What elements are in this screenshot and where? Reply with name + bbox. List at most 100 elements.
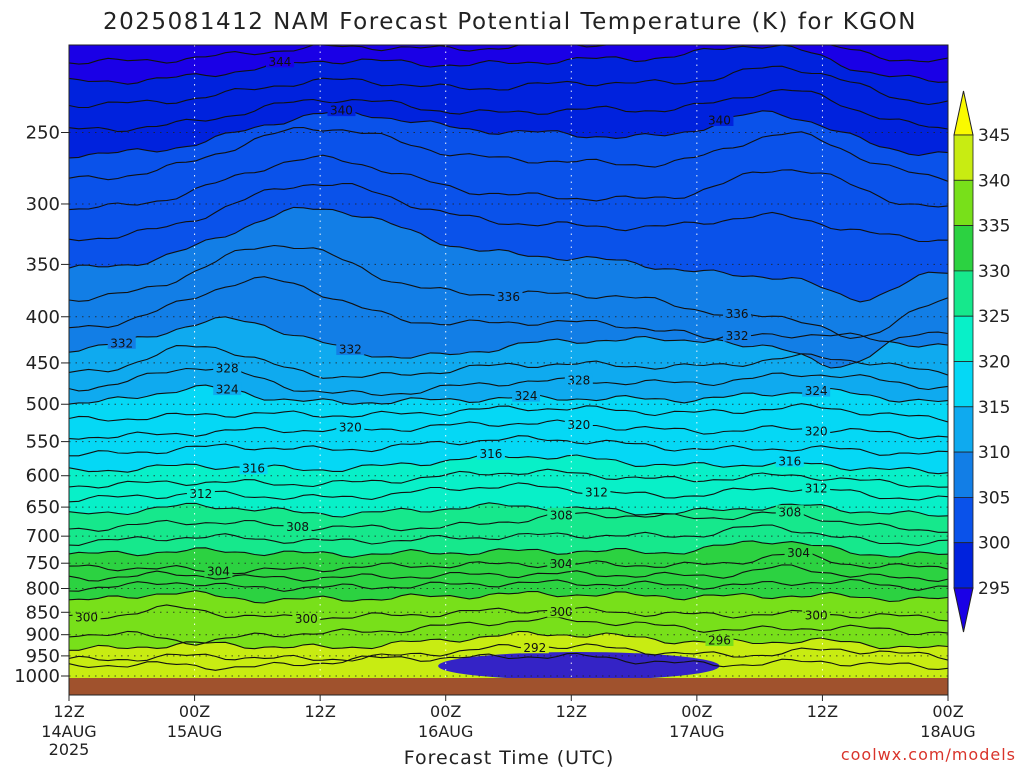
contour-line bbox=[69, 482, 948, 503]
contour-label: 316 bbox=[479, 447, 502, 461]
x-tick-time: 12Z bbox=[304, 702, 335, 721]
colorbar-label: 315 bbox=[978, 398, 1010, 418]
contour-label: 304 bbox=[207, 565, 230, 579]
colorbar-segment bbox=[953, 315, 974, 362]
contour-label-bg bbox=[283, 519, 312, 533]
y-tick-label: 600 bbox=[26, 466, 60, 487]
x-tick-time: 00Z bbox=[179, 702, 210, 721]
y-tick-label: 950 bbox=[26, 646, 60, 667]
y-tick-label: 500 bbox=[26, 394, 60, 415]
x-tick-time: 00Z bbox=[430, 702, 461, 721]
colorbar-label: 300 bbox=[978, 534, 1010, 554]
contour-line bbox=[69, 578, 948, 592]
x-tick-time: 12Z bbox=[556, 702, 587, 721]
contour-lines: 292 296 300 300 300 300 304 304 304 308 308 308 312 3… bbox=[69, 45, 948, 671]
contour-label-bg bbox=[107, 335, 136, 349]
contour-label-bg bbox=[265, 54, 294, 68]
contour-label-bg bbox=[564, 373, 593, 387]
contour-label-bg bbox=[775, 453, 804, 467]
contour-label: 324 bbox=[805, 384, 828, 398]
contour-line bbox=[69, 316, 948, 359]
colorbar-segment bbox=[953, 451, 974, 498]
contour-label: 308 bbox=[778, 506, 801, 520]
y-tick-label: 550 bbox=[26, 432, 60, 453]
colorbar-label: 345 bbox=[978, 126, 1010, 146]
contour-label: 340 bbox=[330, 104, 353, 118]
contour-label-bg bbox=[547, 507, 576, 521]
colorbar-top-arrow bbox=[953, 90, 974, 136]
contour-label-bg bbox=[336, 419, 365, 433]
contour-label: 332 bbox=[110, 336, 133, 350]
contour-label: 308 bbox=[286, 520, 309, 534]
contour-label: 300 bbox=[295, 612, 318, 626]
contour-label: 312 bbox=[805, 481, 828, 495]
contour-label: 320 bbox=[339, 420, 362, 434]
x-tick-time: 12Z bbox=[53, 702, 84, 721]
contour-label-bg bbox=[705, 633, 734, 647]
colorbar-label: 325 bbox=[978, 307, 1010, 327]
colorbar-segment bbox=[953, 542, 974, 589]
contour-label: 328 bbox=[216, 361, 239, 375]
contour-label-bg bbox=[72, 609, 101, 623]
contour-line bbox=[69, 45, 948, 65]
contour-line bbox=[69, 276, 948, 369]
x-tick-time: 00Z bbox=[681, 702, 712, 721]
colorbar-segment bbox=[953, 361, 974, 408]
contour-label-bg bbox=[564, 417, 593, 431]
colorbar-label: 295 bbox=[978, 579, 1010, 599]
contour-label: 300 bbox=[75, 610, 98, 624]
contour-line bbox=[69, 45, 948, 85]
contour-line bbox=[69, 206, 948, 303]
contour-label: 304 bbox=[550, 557, 573, 571]
contour-label: 336 bbox=[497, 290, 520, 304]
contour-label-bg bbox=[213, 360, 242, 374]
colorbar-segment bbox=[953, 179, 974, 227]
y-tick-label: 850 bbox=[26, 602, 60, 623]
x-tick-date: 17AUG bbox=[669, 722, 724, 741]
colorbar-segment bbox=[953, 270, 974, 317]
contour-label: 336 bbox=[726, 307, 749, 321]
contour-label: 340 bbox=[708, 113, 731, 127]
contour-line bbox=[69, 524, 948, 547]
contour-line bbox=[69, 403, 948, 423]
x-tick-date: 14AUG bbox=[41, 722, 96, 741]
colorbar-label: 305 bbox=[978, 488, 1010, 508]
x-tick-year: 2025 bbox=[49, 740, 90, 759]
contour-line bbox=[69, 540, 948, 558]
x-tick-date: 15AUG bbox=[167, 722, 222, 741]
y-tick-label: 300 bbox=[26, 194, 60, 215]
contour-label: 332 bbox=[339, 343, 362, 357]
colorbar: 345 340 335 330 325 320 315 310 305 300 295 bbox=[953, 90, 1010, 633]
contour-label: 316 bbox=[242, 462, 265, 476]
contour-line bbox=[69, 616, 948, 646]
y-tick-label: 250 bbox=[26, 122, 60, 143]
contour-label-bg bbox=[512, 388, 541, 402]
contour-label: 320 bbox=[805, 425, 828, 439]
contour-label: 316 bbox=[778, 454, 801, 468]
contour-label: 344 bbox=[269, 55, 292, 69]
contour-line bbox=[69, 630, 948, 651]
colorbar-segment bbox=[953, 225, 974, 272]
y-axis-ticks: 2503003504004505005506006507007508008509… bbox=[14, 122, 69, 687]
contour-line bbox=[69, 419, 948, 440]
contour-label: 312 bbox=[585, 485, 608, 499]
cold-core bbox=[438, 652, 720, 680]
color-band bbox=[69, 45, 948, 65]
contour-line bbox=[69, 154, 948, 211]
colorbar-segment bbox=[953, 406, 974, 453]
x-axis-label: Forecast Time (UTC) bbox=[404, 747, 614, 768]
x-tick-time: 00Z bbox=[932, 702, 963, 721]
colorbar-segment bbox=[953, 134, 974, 181]
contour-line bbox=[69, 590, 948, 604]
contour-label: 296 bbox=[708, 634, 731, 648]
y-tick-label: 900 bbox=[26, 625, 60, 646]
contour-line bbox=[69, 89, 948, 133]
contour-label-bg bbox=[784, 545, 813, 559]
contour-line bbox=[69, 65, 948, 109]
chart-title: 2025081412 NAM Forecast Potential Temper… bbox=[103, 9, 917, 35]
contour-label: 300 bbox=[550, 605, 573, 619]
contour-label-bg bbox=[547, 604, 576, 618]
contour-label-bg bbox=[336, 342, 365, 356]
contour-label-bg bbox=[802, 608, 831, 622]
